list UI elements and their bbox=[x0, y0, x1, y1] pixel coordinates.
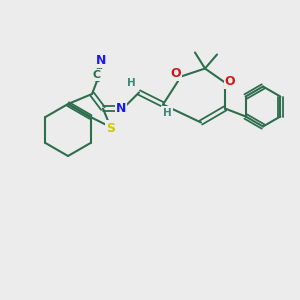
Text: N: N bbox=[116, 102, 126, 115]
Text: S: S bbox=[106, 122, 115, 134]
Text: O: O bbox=[171, 67, 181, 80]
Text: N: N bbox=[96, 53, 106, 67]
Text: O: O bbox=[225, 75, 235, 88]
Text: H: H bbox=[163, 107, 171, 118]
Text: H: H bbox=[127, 79, 135, 88]
Text: C: C bbox=[93, 70, 101, 80]
